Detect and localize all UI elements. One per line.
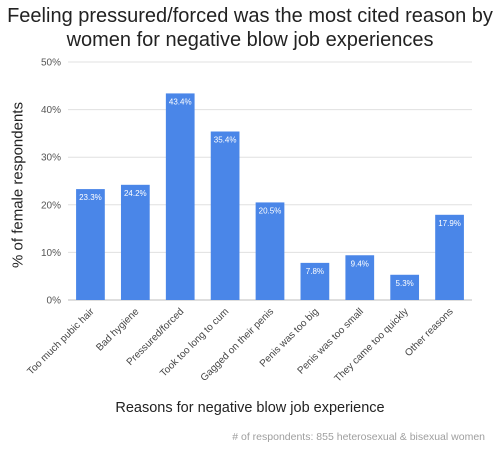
bar <box>76 189 105 300</box>
x-tick-label: Other reasons <box>403 306 456 359</box>
x-tick-label: Too much pubic hair <box>26 306 98 378</box>
bar-value-label: 5.3% <box>396 279 414 288</box>
y-tick-label: 0% <box>47 296 62 307</box>
bar-value-label: 9.4% <box>351 259 369 268</box>
bar-value-label: 20.5% <box>259 206 282 215</box>
bar <box>390 274 420 300</box>
bar <box>255 202 285 300</box>
bar-value-label: 24.2% <box>124 189 147 198</box>
y-tick-label: 10% <box>41 248 61 259</box>
bar <box>120 184 150 300</box>
bar <box>165 93 195 300</box>
y-tick-label: 50% <box>41 58 61 69</box>
y-axis-label: % of female respondents <box>9 102 27 268</box>
bar-value-label: 35.4% <box>214 135 237 144</box>
chart-title-line-1: Feeling pressured/forced was the most ci… <box>7 5 493 27</box>
bar <box>300 262 330 300</box>
x-tick-label: Gagged on their penis <box>199 306 276 383</box>
y-tick-label: 40% <box>41 105 61 116</box>
respondents-footnote: # of respondents: 855 heterosexual & bis… <box>232 431 485 443</box>
bar <box>435 214 464 300</box>
y-axis-ticks: 0% 10% 20% 30% 40% 50% <box>41 58 61 307</box>
bar-value-label: 43.4% <box>169 97 192 106</box>
bar-value-label: 17.9% <box>438 219 461 228</box>
y-tick-label: 20% <box>41 200 61 211</box>
chart-title: Feeling pressured/forced was the most ci… <box>0 4 500 52</box>
x-tick-label: They came too quickly <box>333 306 411 384</box>
x-axis-label: Reasons for negative blow job experience <box>115 400 385 416</box>
data-labels: 23.3% 24.2% 43.4% 35.4% 20.5% 7.8% 9.4% 5.3% 17.… <box>79 97 461 287</box>
bars <box>76 93 464 300</box>
x-tick-label: Bad hygiene <box>94 306 141 353</box>
bar <box>345 255 375 300</box>
y-tick-label: 30% <box>41 153 61 164</box>
bar-value-label: 23.3% <box>79 193 102 202</box>
chart-title-line-2: women for negative blow job experiences <box>66 29 434 51</box>
bar-value-label: 7.8% <box>306 267 324 276</box>
bar <box>210 131 240 300</box>
